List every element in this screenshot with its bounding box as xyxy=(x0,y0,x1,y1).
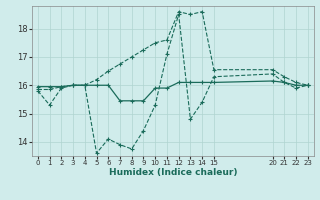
X-axis label: Humidex (Indice chaleur): Humidex (Indice chaleur) xyxy=(108,168,237,177)
